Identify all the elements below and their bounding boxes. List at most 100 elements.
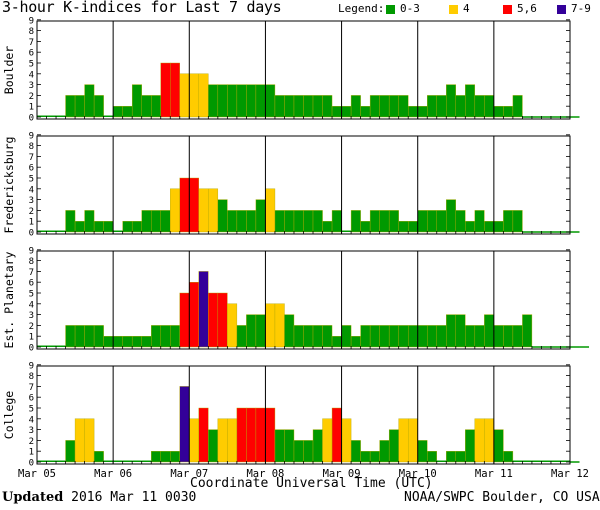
panel-est-planetary-bar — [236, 325, 247, 348]
panel-fredericksburg-y-tick-label: 3 — [29, 196, 34, 206]
x-tick-label: Mar 07 — [170, 468, 208, 480]
panel-college-bar — [303, 440, 314, 463]
panel-college-bar — [284, 429, 295, 463]
panel-est-planetary-bar — [512, 325, 523, 348]
panel-boulder-bar — [331, 105, 342, 118]
panel-est-planetary-bar — [436, 325, 447, 348]
panel-est-planetary-bar — [350, 336, 361, 348]
panel-est-planetary-y-tick-label: 2 — [29, 322, 34, 332]
panel-college-bar — [132, 460, 142, 462]
legend-swatch-5-6 — [503, 5, 512, 14]
panel-boulder-bar — [446, 84, 456, 118]
panel-est-planetary-bar — [227, 303, 238, 348]
panel-est-planetary-bar — [179, 292, 190, 348]
panel-college-bar — [198, 407, 209, 463]
panel-boulder-bar — [198, 73, 209, 118]
panel-college-bar — [217, 418, 228, 463]
panel-boulder-y-tick-label: 9 — [29, 16, 34, 26]
panel-college-bar — [160, 451, 171, 463]
panel-college-bar — [56, 460, 66, 462]
panel-est-planetary-bar — [141, 336, 152, 348]
chart-title: 3-hour K-indices for Last 7 days — [2, 0, 282, 16]
panel-college-bar — [84, 418, 95, 463]
panel-boulder-bar — [56, 115, 66, 117]
panel-fredericksburg-bar — [455, 210, 466, 233]
x-tick-label: Mar 06 — [94, 468, 132, 480]
panel-college-bar — [37, 460, 47, 462]
panel-fredericksburg-bar — [293, 210, 304, 233]
legend-swatch-7-9 — [557, 5, 566, 14]
panel-boulder-bar — [208, 84, 219, 118]
panel-college-bar — [141, 460, 152, 462]
panel-fredericksburg-bar — [398, 220, 409, 233]
panel-est-planetary-bar — [131, 336, 142, 348]
panel-fredericksburg-bar — [236, 210, 247, 233]
panel-college-bar — [341, 418, 352, 463]
panel-college-bar — [541, 460, 551, 462]
panel-fredericksburg-bar — [113, 230, 123, 232]
panel-college-bar — [407, 418, 418, 463]
panel-est-planetary-bar — [360, 325, 371, 348]
panel-boulder-station-label: Boulder — [2, 46, 16, 95]
panel-est-planetary-bar — [265, 303, 276, 348]
panel-boulder-bar — [141, 95, 152, 118]
panel-boulder-bar — [369, 95, 380, 118]
panel-est-planetary-bar — [284, 314, 295, 348]
panel-fredericksburg-bar — [331, 210, 342, 233]
panel-fredericksburg-station-label: Fredericksburg — [2, 137, 16, 234]
panel-fredericksburg-bar — [493, 220, 504, 233]
panel-boulder-bar — [265, 84, 276, 118]
updated-value: 2016 Mar 11 0030 — [63, 490, 197, 505]
panel-boulder-bar — [37, 115, 47, 117]
panel-est-planetary-bar — [503, 325, 514, 348]
panel-boulder-y-tick-label: 7 — [29, 38, 34, 48]
panel-est-planetary-bar — [93, 325, 104, 348]
panel-college-station-label: College — [2, 391, 16, 440]
panel-fredericksburg-bar — [417, 210, 428, 233]
panel-college-y-tick-label: 0 — [29, 459, 34, 469]
panel-college-bar — [331, 407, 342, 463]
panel-fredericksburg-bar — [170, 188, 180, 233]
panel-boulder-bar — [255, 84, 266, 118]
panel-college-bar — [474, 418, 485, 463]
panel-college-bar — [293, 440, 304, 463]
panel-college-bar — [360, 451, 371, 463]
panel-fredericksburg-bar — [446, 199, 456, 233]
panel-boulder-bar — [341, 105, 352, 118]
panel-boulder-y-tick-label: 2 — [29, 92, 34, 102]
panel-college-bar — [350, 440, 361, 463]
panel-fredericksburg-bar — [131, 220, 142, 233]
panel-boulder-bar — [170, 62, 180, 118]
panel-est-planetary-bar — [122, 336, 133, 348]
x-tick-label: Mar 12 — [551, 468, 589, 480]
panel-est-planetary-bar — [331, 336, 342, 348]
panel-est-planetary-y-tick-label: 5 — [29, 290, 34, 300]
panel-est-planetary-bar — [522, 314, 533, 348]
panel-boulder-bar — [417, 105, 428, 118]
panel-college-bar — [312, 429, 323, 463]
panel-est-planetary-bar — [274, 303, 285, 348]
panel-college-bar — [189, 418, 200, 463]
panel-est-planetary-bar — [151, 325, 161, 348]
panel-college-y-tick-label: 8 — [29, 372, 34, 382]
x-tick-label: Mar 05 — [18, 468, 56, 480]
panel-college-y-tick-label: 6 — [29, 394, 34, 404]
panel-college-bar — [531, 460, 542, 462]
panel-fredericksburg-bar — [65, 210, 76, 233]
panel-fredericksburg-bar — [84, 210, 95, 233]
panel-college-bar — [170, 451, 180, 463]
panel-est-planetary-station-label: Est. Planetary — [2, 251, 16, 348]
panel-college-bar — [560, 460, 570, 462]
panel-college-bar — [227, 418, 238, 463]
panel-est-planetary-bar — [246, 314, 257, 348]
panel-boulder-bar — [227, 84, 238, 118]
panel-college-bar — [503, 451, 514, 463]
panel-est-planetary-y-tick-label: 9 — [29, 246, 34, 256]
panel-boulder-bar — [303, 95, 314, 118]
panel-fredericksburg-y-tick-label: 4 — [29, 185, 34, 195]
panel-fredericksburg-bar — [198, 188, 209, 233]
panel-boulder-bar — [284, 95, 295, 118]
panel-college-bar — [388, 429, 399, 463]
panel-fredericksburg-bar — [93, 220, 104, 233]
panel-college-bar — [484, 418, 495, 463]
